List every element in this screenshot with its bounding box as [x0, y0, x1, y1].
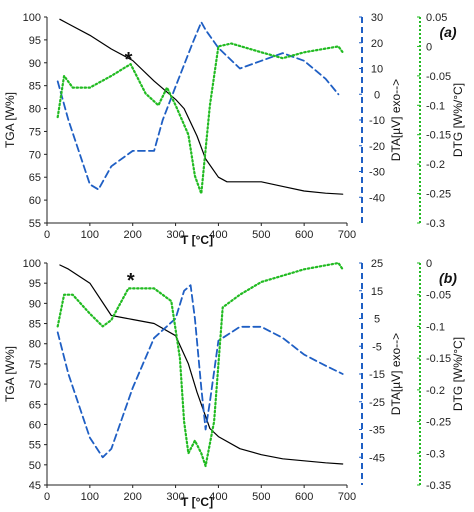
chart-a-dta-tick-label: 0: [374, 89, 380, 101]
chart-b-tga-tick-label: 95: [29, 278, 41, 290]
chart-a-series-dta-line: [56, 21, 340, 191]
chart-a-dtg-tick-label: -0.3: [426, 218, 445, 230]
chart-a-tga-tick-label: 60: [29, 195, 41, 207]
chart-b-dta-tick-label: 15: [371, 286, 383, 298]
chart-a-dtg-tick-label: -0.15: [426, 130, 451, 142]
chart-a-dta-tick-label: 30: [371, 12, 383, 24]
chart-a-tga-tick-label: 75: [29, 126, 41, 138]
chart-a-dtg-tick-label: -0.1: [426, 100, 445, 112]
chart-b-x-tick-label: 500: [252, 491, 270, 503]
chart-b-dtg-tick-label: -0.3: [426, 448, 445, 460]
chart-a-series-tga-line: [59, 18, 344, 195]
chart-a-tga-tick-label: 70: [29, 149, 41, 161]
chart-b-dtg-tick-label: -0.25: [426, 417, 451, 429]
chart-a-x-tick-label: 600: [295, 229, 313, 241]
chart-b-dta-tick-label: 25: [371, 258, 383, 270]
chart-b-dta-tick-label: -15: [369, 369, 385, 381]
chart-a-tga-tick-label: 85: [29, 81, 41, 93]
chart-b-x-tick-label: 100: [81, 491, 99, 503]
chart-a-tga-tick-label: 55: [29, 218, 41, 230]
chart-a-dtg-axis-label: DTG [W%/°C]: [451, 83, 465, 157]
chart-b-panel-label: (b): [439, 270, 457, 286]
chart-b-x-tick-label: 200: [124, 491, 142, 503]
chart-b-tga-tick-label: 55: [29, 440, 41, 452]
chart-b-tga-tick-label: 65: [29, 399, 41, 411]
chart-a-x-tick-label: 400: [209, 229, 227, 241]
chart-b-tga-tick-label: 80: [29, 339, 41, 351]
chart-a-tga-tick-label: 80: [29, 104, 41, 116]
chart-b-series-dta-line: [56, 284, 344, 459]
chart-b-tga-tick-label: 75: [29, 359, 41, 371]
chart-b-dta-tick-label: -25: [369, 397, 385, 409]
chart-a-tga-tick-label: 100: [23, 12, 41, 24]
chart-b-dta-tick-label: -5: [372, 341, 382, 353]
chart-b-dta-tick-label: 5: [374, 314, 380, 326]
chart-b-annotation-star: *: [127, 270, 135, 292]
chart-a-annotation-star: *: [125, 49, 133, 71]
chart-a-tga-tick-label: 65: [29, 172, 41, 184]
chart-a-series-dtg-line: [56, 42, 344, 195]
chart-a-x-tick-label: 300: [166, 229, 184, 241]
chart-a-dta-tick-label: -30: [369, 167, 385, 179]
chart-b-x-tick-label: 700: [338, 491, 356, 503]
chart-b-tga-tick-label: 85: [29, 319, 41, 331]
chart-a-dtg-tick-label: -0.05: [426, 71, 451, 83]
chart-a-dta-tick-label: -20: [369, 141, 385, 153]
chart-a-dtg-tick-label: -0.2: [426, 159, 445, 171]
chart-a-dta-tick-label: 10: [371, 64, 383, 76]
chart-a-dtg-tick-label: -0.25: [426, 189, 451, 201]
chart-b-dta-tick-label: -45: [369, 452, 385, 464]
chart-b-dtg-tick-label: 0: [426, 258, 432, 270]
chart-a-tga-tick-label: 95: [29, 35, 41, 47]
chart-a-dta-axis-label: DTA[µV] exo-->: [389, 79, 403, 161]
chart-b-tga-tick-label: 50: [29, 460, 41, 472]
chart-b-dtg-tick-label: -0.1: [426, 321, 445, 333]
chart-b-x-tick-label: 300: [166, 491, 184, 503]
chart-b-x-tick-label: 600: [295, 491, 313, 503]
chart-b-dtg-axis-label: DTG [W%/°C]: [451, 337, 465, 411]
chart-a-x-tick-label: 100: [81, 229, 99, 241]
chart-a-x-tick-label: 0: [44, 229, 50, 241]
chart-b-tga-axis-label: TGA [W%]: [3, 346, 17, 402]
chart-b-dtg-tick-label: -0.05: [426, 290, 451, 302]
chart-b-tga-tick-label: 45: [29, 480, 41, 492]
chart-b-x-axis-label: T [°C]: [181, 495, 213, 509]
chart-a-x-tick-label: 200: [124, 229, 142, 241]
chart-b-tga-tick-label: 100: [23, 258, 41, 270]
chart-a-dta-tick-label: 20: [371, 38, 383, 50]
chart-b-dta-tick-label: -35: [369, 425, 385, 437]
chart-a-x-axis-label: T [°C]: [181, 233, 213, 247]
chart-b-dta-axis-label: DTA[µV] exo-->: [389, 333, 403, 415]
chart-a-dtg-tick-label: 0.05: [426, 12, 447, 24]
chart-a-x-tick-label: 500: [252, 229, 270, 241]
chart-a-dta-tick-label: -10: [369, 115, 385, 127]
chart-b-series-dtg-line: [56, 261, 344, 468]
chart-a-x-tick-label: 700: [338, 229, 356, 241]
chart-a-panel-label: (a): [439, 24, 456, 40]
chart-b-tga-tick-label: 90: [29, 298, 41, 310]
chart-b-dtg-tick-label: -0.2: [426, 385, 445, 397]
chart-a-tga-axis-label: TGA [W%]: [3, 92, 17, 148]
chart-a-tga-tick-label: 90: [29, 58, 41, 70]
chart-b-tga-tick-label: 70: [29, 379, 41, 391]
chart-a-dtg-tick-label: 0: [426, 41, 432, 53]
chart-a-dta-tick-label: -40: [369, 192, 385, 204]
chart-b-x-tick-label: 0: [44, 491, 50, 503]
chart-b-dtg-tick-label: -0.35: [426, 480, 451, 492]
chart-b-x-tick-label: 400: [209, 491, 227, 503]
chart-b-series-tga-line: [59, 264, 344, 465]
chart-b-tga-tick-label: 60: [29, 419, 41, 431]
chart-b-dtg-tick-label: -0.15: [426, 353, 451, 365]
